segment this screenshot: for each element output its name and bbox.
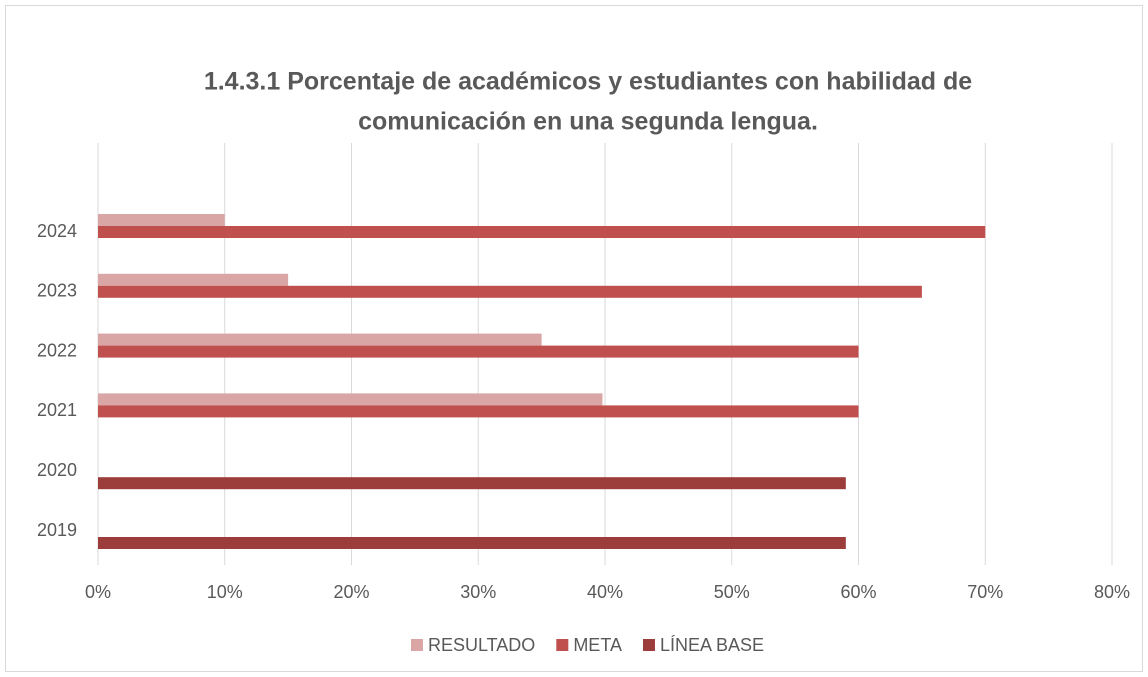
x-tick-label: 50%	[714, 582, 750, 602]
chart-title-line: comunicación en una segunda lengua.	[358, 108, 818, 136]
x-tick-label: 60%	[840, 582, 876, 602]
bar	[98, 477, 846, 490]
bar	[98, 537, 846, 549]
legend-label: LÍNEA BASE	[660, 635, 764, 655]
bar	[98, 345, 859, 358]
bar	[98, 405, 859, 418]
legend-label: META	[573, 635, 622, 655]
bar	[98, 393, 603, 406]
legend-swatch	[556, 639, 569, 651]
x-tick-label: 10%	[207, 582, 243, 602]
x-tick-label: 30%	[460, 582, 496, 602]
bar	[98, 226, 986, 238]
legend-swatch	[642, 639, 655, 651]
bar	[98, 285, 922, 298]
x-tick-label: 70%	[967, 582, 1003, 602]
y-tick-label: 2023	[37, 281, 77, 301]
y-tick-label: 2021	[37, 400, 77, 420]
x-tick-label: 40%	[587, 582, 623, 602]
x-tick-label: 0%	[85, 582, 111, 602]
y-tick-label: 2020	[37, 460, 77, 480]
bar	[98, 333, 542, 346]
chart-title-line: 1.4.3.1 Porcentaje de académicos y estud…	[204, 68, 972, 96]
y-tick-label: 2019	[37, 520, 77, 540]
bar	[98, 273, 289, 286]
y-tick-label: 2024	[37, 221, 77, 241]
legend-swatch	[410, 639, 423, 651]
x-tick-label: 20%	[333, 582, 369, 602]
x-tick-label: 80%	[1094, 582, 1130, 602]
bar	[98, 214, 225, 226]
legend-label: RESULTADO	[428, 635, 535, 655]
y-tick-label: 2022	[37, 340, 77, 360]
